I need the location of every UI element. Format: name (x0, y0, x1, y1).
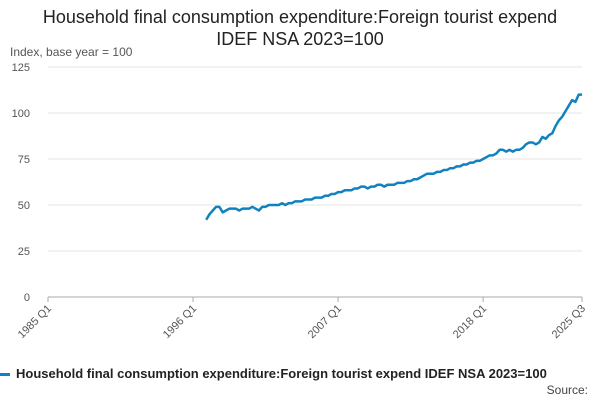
y-tick-label: 50 (18, 200, 30, 212)
chart-title: Household final consumption expenditure:… (42, 7, 558, 49)
x-tick-label: 1985 Q1 (16, 303, 54, 341)
y-tick-label: 75 (18, 154, 30, 166)
y-tick-label: 125 (12, 62, 30, 74)
x-tick-label: 2018 Q1 (451, 303, 489, 341)
y-tick-label: 100 (12, 108, 30, 120)
chart: 0 25 50 75 100 125 1985 Q1 1996 Q1 2007 Q1 2018 Q… (12, 62, 588, 341)
x-tick-label: 1996 Q1 (161, 303, 199, 341)
legend-swatch (0, 373, 10, 377)
x-tick-label: 2025 Q3 (550, 303, 588, 341)
source: Source: (546, 383, 588, 397)
legend-label: Household final consumption expenditure:… (16, 366, 547, 381)
series-line (205, 93, 582, 221)
y-tick-label: 0 (24, 292, 30, 304)
x-tick-label: 2007 Q1 (306, 303, 344, 341)
y-axis-label: Index, base year = 100 (10, 45, 133, 59)
legend: Household final consumption expenditure:… (0, 366, 600, 381)
y-tick-label: 25 (18, 246, 30, 258)
